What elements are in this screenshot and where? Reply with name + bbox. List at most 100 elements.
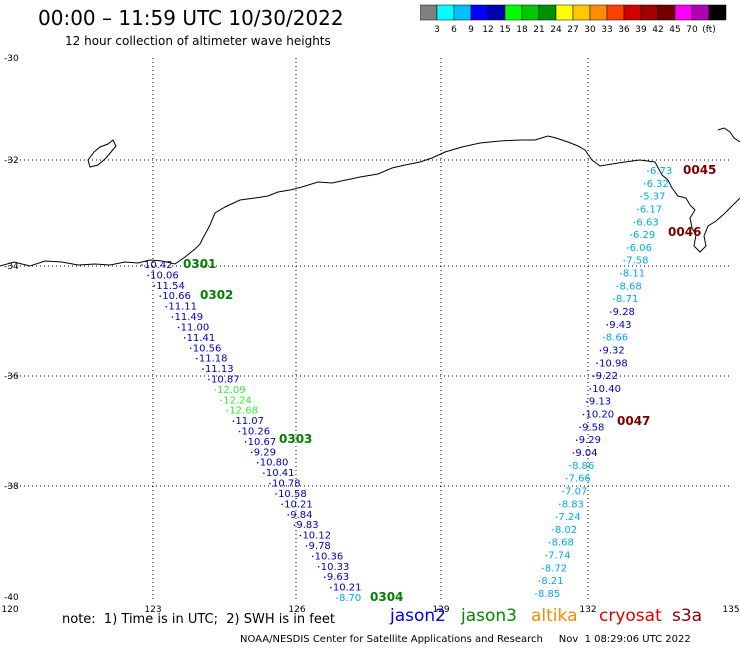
track-point	[226, 409, 229, 412]
wave-height-value: 11.54	[156, 281, 185, 292]
track-point	[545, 554, 547, 557]
track-point	[183, 337, 186, 339]
scale-label: 39	[635, 25, 647, 35]
track-point	[626, 247, 629, 249]
scale-label: 21	[533, 25, 544, 35]
track-point	[336, 597, 338, 599]
wave-height-value: 10.98	[599, 358, 628, 369]
wave-height-value: 10.20	[586, 410, 615, 421]
track-point	[606, 324, 609, 326]
wave-height-value: 9.63	[327, 572, 349, 583]
track-point	[609, 311, 612, 313]
track-point	[165, 305, 168, 308]
wave-height-value: 10.66	[162, 291, 191, 302]
scale-label: 70	[686, 25, 698, 35]
wave-height-value: 6.63	[636, 217, 658, 228]
wave-height-value: 9.28	[613, 307, 635, 318]
scale-label: 45	[669, 25, 680, 35]
wave-height-value: 7.74	[548, 551, 570, 562]
track-point	[281, 503, 283, 506]
track-point	[572, 452, 575, 454]
track-point	[141, 264, 143, 266]
lat-lon-grid	[8, 58, 732, 600]
track-point	[202, 368, 204, 370]
pass-time: 0046	[668, 225, 701, 239]
track-point	[177, 326, 180, 329]
pass-time: 0045	[683, 163, 716, 177]
lon-label: 123	[144, 605, 161, 615]
wave-height-value: 12.24	[223, 395, 252, 406]
track-point	[640, 195, 643, 198]
wave-height-value: 11.18	[199, 354, 228, 365]
track-point	[643, 183, 646, 185]
track-point	[269, 482, 271, 485]
axis-labels: -30 -32 -34 -36 -38 -40 120 123 126 129 132 135	[1, 54, 739, 615]
track-point	[196, 357, 198, 360]
lat-label: -36	[4, 372, 19, 382]
track-point	[153, 285, 155, 287]
wave-height-value: 8.66	[606, 333, 628, 344]
track-point	[189, 347, 192, 350]
track-point	[305, 545, 308, 547]
track-point	[599, 349, 602, 352]
east-altimeter-track: 6.736.325.376.176.636.296.067.588.118.68…	[535, 166, 672, 600]
track-point	[616, 285, 619, 288]
track-point	[159, 295, 162, 298]
wave-height-value: 11.07	[235, 416, 264, 427]
wave-height-value: 8.21	[541, 576, 563, 587]
wave-height-value: 9.13	[589, 397, 611, 408]
scale-label: 33	[601, 25, 612, 35]
lon-label: 120	[1, 605, 18, 615]
track-point	[311, 555, 314, 558]
west-altimeter-track: 10.4210.0611.5410.6611.1111.4911.0011.41…	[141, 260, 362, 604]
wave-height-value: 10.26	[242, 427, 271, 438]
wave-height-value: 5.37	[643, 192, 665, 203]
lon-label: 132	[579, 605, 596, 615]
track-point	[538, 580, 541, 582]
satellite-legend-altika: altika	[531, 606, 578, 626]
lat-label: -32	[4, 156, 19, 166]
track-point	[613, 298, 615, 300]
coastline-fragment	[717, 127, 740, 143]
wave-height-value: 8.83	[562, 499, 584, 510]
track-point	[214, 389, 216, 391]
wave-height-value: 10.06	[150, 270, 179, 281]
track-point	[592, 375, 595, 377]
track-point	[220, 399, 223, 402]
wave-height-value: 8.68	[552, 538, 574, 549]
wave-height-value: 10.12	[302, 531, 331, 542]
wave-height-value: 8.70	[339, 593, 361, 604]
wave-height-value: 10.40	[592, 384, 621, 395]
track-point	[603, 336, 605, 339]
lon-label: 126	[288, 605, 305, 615]
wave-height-value: 7.07	[565, 486, 587, 497]
wave-height-value: 8.71	[616, 294, 638, 305]
pass-time: 0303	[279, 432, 312, 446]
credit-line: NOAA/NESDIS Center for Satellite Applica…	[240, 634, 691, 645]
wave-height-value: 8.11	[623, 269, 645, 280]
scale-label: 30	[584, 25, 596, 35]
wave-height-value: 6.73	[650, 166, 672, 177]
wave-height-value: 6.17	[640, 204, 662, 215]
lat-label: -30	[4, 54, 19, 64]
wave-height-value: 9.04	[575, 448, 597, 459]
scale-label: 12	[482, 25, 493, 35]
wave-height-value: 10.42	[144, 260, 173, 271]
chart-title: 00:00 – 11:59 UTC 10/30/2022	[38, 6, 344, 30]
track-point	[232, 420, 235, 422]
satellite-legend-s3a: s3a	[672, 606, 703, 626]
wave-height-color-scale: 3 6 9 12 15 18 21 24 27 30 33 36 39 42 45 70 (ft)	[420, 4, 727, 35]
wave-height-value: 11.49	[174, 312, 203, 323]
track-point	[562, 490, 564, 493]
wave-height-value: 8.72	[545, 563, 567, 574]
wave-height-value: 9.43	[609, 320, 631, 331]
satellite-legend-jason2: jason2	[390, 606, 446, 626]
track-point	[552, 529, 554, 531]
scale-swatch	[708, 4, 727, 21]
wave-height-value: 7.58	[626, 256, 648, 267]
track-point	[208, 378, 210, 381]
wave-height-value: 6.32	[647, 179, 669, 190]
scale-label: 9	[468, 25, 474, 35]
wave-height-value: 9.29	[254, 447, 276, 458]
